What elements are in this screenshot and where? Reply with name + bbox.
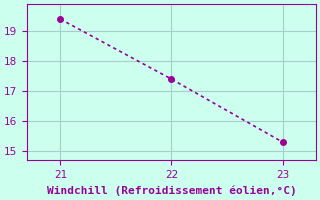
X-axis label: Windchill (Refroidissement éolien,°C): Windchill (Refroidissement éolien,°C) bbox=[47, 185, 296, 196]
